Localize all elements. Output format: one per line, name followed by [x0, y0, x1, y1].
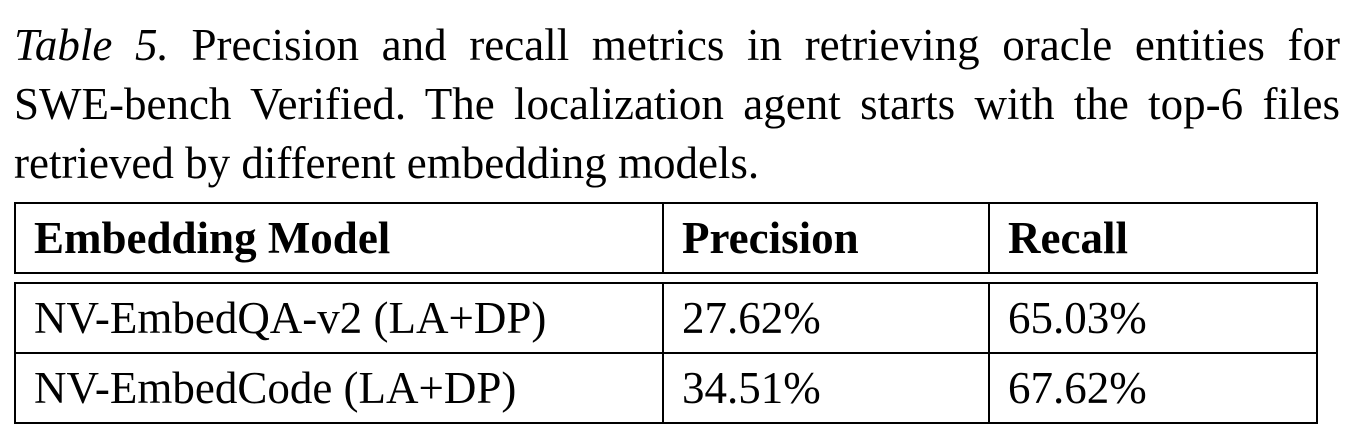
table-row: NV-EmbedQA-v2 (LA+DP) 27.62% 65.03% — [14, 282, 1318, 354]
header-embedding-model: Embedding Model — [14, 202, 664, 274]
cell-precision: 34.51% — [662, 352, 990, 424]
table-caption: Table 5. Precision and recall metrics in… — [14, 16, 1340, 193]
header-precision: Precision — [662, 202, 990, 274]
header-recall: Recall — [988, 202, 1318, 274]
cell-precision: 27.62% — [662, 282, 990, 354]
cell-recall: 67.62% — [988, 352, 1318, 424]
cell-model: NV-EmbedQA-v2 (LA+DP) — [14, 282, 664, 354]
table-header-row: Embedding Model Precision Recall — [14, 202, 1318, 274]
table-row: NV-EmbedCode (LA+DP) 34.51% 67.62% — [14, 352, 1318, 424]
results-table-container: Embedding Model Precision Recall NV-Embe… — [14, 202, 1318, 424]
results-table: Embedding Model Precision Recall NV-Embe… — [14, 202, 1318, 424]
header-separator-gap — [15, 273, 1317, 283]
caption-text: Precision and recall metrics in retrievi… — [14, 20, 1340, 188]
caption-label: Table 5. — [14, 20, 169, 70]
cell-model: NV-EmbedCode (LA+DP) — [14, 352, 664, 424]
cell-recall: 65.03% — [988, 282, 1318, 354]
